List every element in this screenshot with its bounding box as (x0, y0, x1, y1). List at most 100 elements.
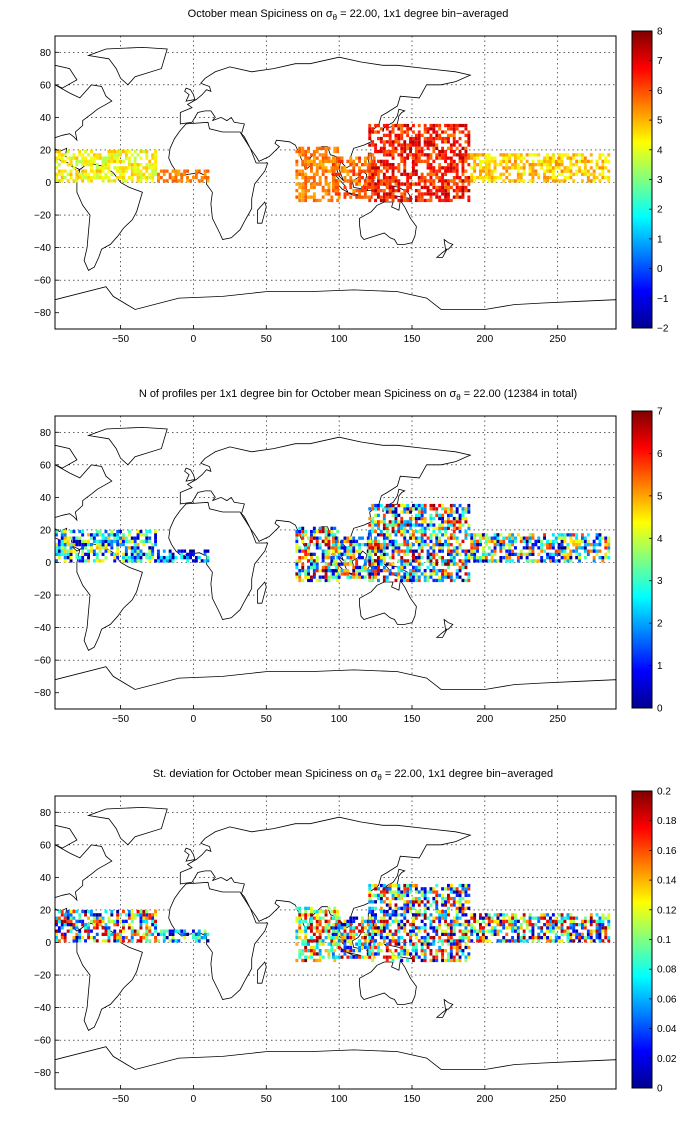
data-cell (157, 549, 160, 553)
data-cell (543, 549, 546, 553)
data-cell (464, 533, 468, 537)
data-cell (516, 932, 520, 936)
data-cell (438, 513, 442, 517)
data-cell (200, 179, 204, 183)
data-cell (90, 176, 93, 180)
data-cell (307, 543, 310, 547)
data-cell (154, 939, 157, 943)
data-cell (124, 919, 128, 923)
data-cell (304, 195, 308, 199)
data-cell (563, 916, 567, 920)
data-cell (429, 195, 433, 199)
data-cell (589, 543, 593, 547)
data-cell (315, 569, 319, 573)
data-cell (327, 952, 331, 956)
data-cell (409, 903, 412, 907)
colorbar-tick-label: 3 (657, 576, 663, 587)
data-cell (346, 919, 350, 923)
data-cell (470, 176, 474, 180)
data-cell (435, 130, 439, 134)
data-cell (206, 549, 210, 553)
data-cell (481, 552, 485, 556)
data-cell (412, 549, 415, 553)
coastline (168, 501, 269, 620)
data-cell (107, 543, 111, 547)
data-cell (295, 549, 299, 553)
data-cell (412, 575, 415, 579)
data-cell (578, 559, 581, 563)
data-cell (340, 926, 344, 930)
data-cell (81, 546, 85, 550)
data-cell (607, 916, 611, 920)
data-cell (90, 169, 93, 173)
data-cell (409, 578, 412, 583)
data-cell (385, 185, 389, 190)
data-cell (569, 169, 573, 173)
data-cell (368, 153, 372, 157)
data-cell (473, 153, 477, 157)
data-cell (60, 533, 64, 537)
data-cell (519, 939, 523, 943)
data-cell (197, 169, 201, 173)
data-cell (414, 952, 418, 956)
data-cell (315, 958, 319, 963)
data-cell (78, 913, 82, 917)
data-cell (604, 546, 608, 550)
data-cell (385, 543, 389, 547)
data-cell (461, 169, 465, 173)
data-cell (487, 179, 491, 183)
data-cell (522, 552, 526, 556)
data-cell (154, 169, 157, 173)
data-cell (183, 932, 187, 936)
data-cell (139, 549, 143, 553)
data-cell (414, 516, 418, 521)
data-cell (487, 923, 491, 927)
data-cell (374, 192, 377, 196)
data-cell (148, 559, 152, 563)
data-cell (429, 153, 433, 157)
data-cell (525, 546, 529, 550)
data-cell (417, 565, 421, 570)
data-cell (312, 559, 316, 563)
data-cell (406, 572, 410, 576)
data-cell (438, 936, 442, 940)
data-cell (310, 936, 313, 940)
data-cell (508, 539, 512, 543)
data-cell (429, 936, 433, 940)
data-cell (470, 913, 474, 917)
data-cell (189, 179, 192, 183)
data-cell (449, 146, 453, 150)
data-cell (66, 172, 70, 176)
data-cell (560, 932, 564, 936)
data-cell (438, 949, 442, 953)
data-cell (133, 163, 137, 167)
data-cell (307, 189, 310, 193)
data-cell (295, 562, 299, 566)
data-cell (90, 159, 93, 163)
data-cell (171, 552, 175, 556)
data-cell (461, 909, 465, 914)
data-cell (400, 516, 404, 521)
data-cell (589, 932, 593, 936)
data-cell (334, 562, 338, 566)
data-cell (414, 172, 418, 176)
data-cell (133, 552, 137, 556)
data-cell (66, 179, 70, 183)
data-cell (394, 195, 398, 199)
data-cell (171, 179, 175, 183)
data-cell (400, 923, 404, 927)
data-cell (412, 572, 415, 576)
data-cell (90, 929, 93, 933)
data-cell (578, 552, 581, 556)
data-cell (493, 539, 497, 543)
data-cell (379, 900, 383, 904)
data-cell (119, 159, 122, 163)
data-cell (505, 913, 509, 917)
data-cell (377, 189, 380, 193)
data-cell (363, 559, 367, 563)
data-cell (391, 562, 395, 566)
data-cell (298, 578, 302, 583)
data-cell (203, 176, 207, 180)
data-cell (148, 529, 152, 534)
data-cell (136, 913, 140, 917)
